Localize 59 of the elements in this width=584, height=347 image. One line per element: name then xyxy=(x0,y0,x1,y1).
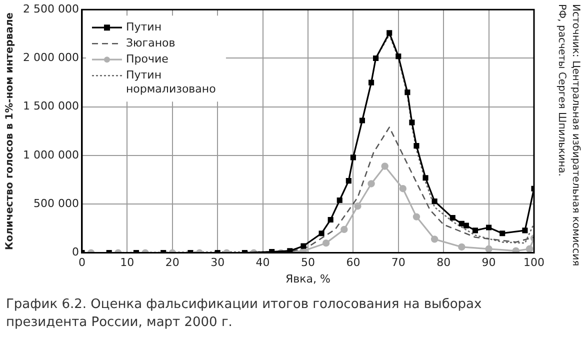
point xyxy=(322,239,330,247)
point xyxy=(300,243,306,249)
y-tick-label: 500 000 xyxy=(33,197,79,210)
point xyxy=(368,180,375,188)
point xyxy=(336,197,342,204)
point xyxy=(412,213,420,220)
x-axis-title: Явка, % xyxy=(286,272,330,286)
x-tick-label: 80 xyxy=(436,256,451,270)
y-tick-label: 2 000 000 xyxy=(23,51,79,64)
y-tick-label: 2 500 000 xyxy=(23,2,79,16)
point xyxy=(430,236,438,243)
point xyxy=(381,162,388,170)
point xyxy=(422,175,428,181)
point xyxy=(354,202,362,210)
point xyxy=(432,198,438,204)
y-tick-label: 1 500 000 xyxy=(23,100,79,113)
point xyxy=(450,215,456,221)
y-tick-label: 1 000 000 xyxy=(23,148,79,162)
point xyxy=(526,245,534,253)
text: Источник: Центральная избирательная комиссия РФ, расчеты Сергея Шпилькина. xyxy=(555,4,582,268)
point xyxy=(512,247,520,253)
x-tick-label: 30 xyxy=(210,256,225,270)
point xyxy=(485,245,492,253)
legend-label: Путин нормализовано xyxy=(126,68,216,96)
x-tick-label: 50 xyxy=(300,256,315,270)
x-tick-label: 40 xyxy=(256,256,270,270)
point xyxy=(463,222,469,228)
legend-label: Прочие xyxy=(126,52,169,66)
point xyxy=(486,224,492,230)
point xyxy=(396,54,402,60)
x-tick-label: 10 xyxy=(120,256,134,270)
x-tick-label: 20 xyxy=(165,256,180,270)
point xyxy=(340,226,348,234)
x-tick-label: 60 xyxy=(346,256,360,270)
point xyxy=(368,80,374,86)
x-tick-label: 70 xyxy=(391,256,406,270)
x-tick-label: 100 xyxy=(524,256,544,270)
point xyxy=(359,118,366,124)
point xyxy=(373,55,379,62)
point xyxy=(386,30,392,36)
text: График 6.2. Оценка фальсификации итогов голосования на выборах президента России, март 2000 г. xyxy=(6,296,483,332)
point xyxy=(472,228,478,234)
y-axis-title: Количество голосов в 1%-ном интервале xyxy=(4,12,16,250)
y-tick-label: 0 xyxy=(72,246,79,259)
point xyxy=(328,216,334,223)
point xyxy=(404,90,410,96)
point xyxy=(346,178,352,184)
point xyxy=(399,184,407,192)
x-tick-label: 90 xyxy=(482,256,496,270)
point xyxy=(458,243,466,251)
legend-label: Зюганов xyxy=(126,36,176,50)
point xyxy=(409,120,415,126)
point xyxy=(522,228,528,234)
legend-label: Путин xyxy=(126,20,162,34)
point xyxy=(500,230,506,236)
point xyxy=(350,154,356,160)
point xyxy=(458,220,464,226)
point xyxy=(318,230,324,236)
point xyxy=(414,143,420,149)
